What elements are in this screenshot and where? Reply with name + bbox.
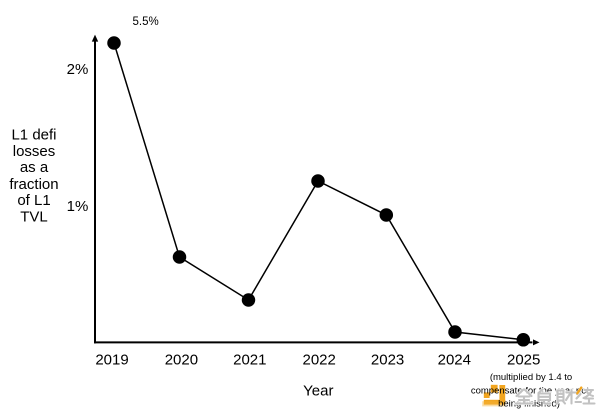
svg-text:compensate for the year not: compensate for the year not — [471, 385, 590, 396]
svg-text:TVL: TVL — [20, 208, 48, 225]
svg-text:2023: 2023 — [371, 352, 404, 369]
svg-text:Year: Year — [303, 383, 333, 400]
svg-text:losses: losses — [13, 143, 56, 160]
svg-text:fraction: fraction — [9, 176, 58, 193]
svg-text:of L1: of L1 — [17, 192, 50, 209]
svg-text:(multiplied by 1.4 to: (multiplied by 1.4 to — [490, 372, 572, 383]
svg-text:2%: 2% — [67, 61, 89, 78]
svg-text:1%: 1% — [67, 198, 89, 215]
svg-text:2021: 2021 — [233, 352, 266, 369]
svg-text:2022: 2022 — [303, 352, 336, 369]
svg-text:L1 defi: L1 defi — [11, 127, 56, 144]
svg-text:5.5%: 5.5% — [132, 16, 158, 28]
svg-text:as a: as a — [20, 159, 49, 176]
svg-text:2019: 2019 — [95, 352, 128, 369]
svg-text:2025: 2025 — [507, 352, 540, 369]
svg-text:2020: 2020 — [165, 352, 198, 369]
svg-text:2024: 2024 — [438, 352, 471, 369]
